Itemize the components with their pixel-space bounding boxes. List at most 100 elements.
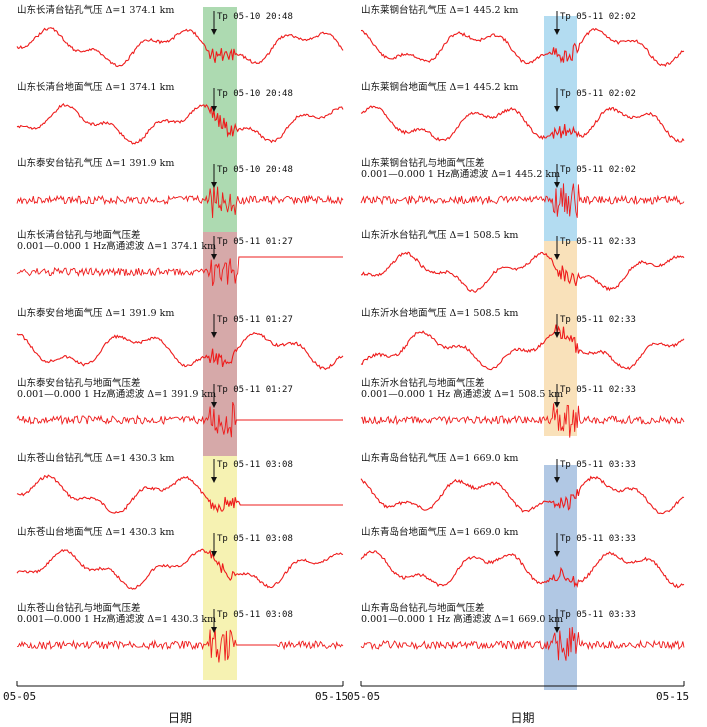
trace-filter-label: 0.001—0.000 1 Hz 高通滤波 Δ=1 508.5 km	[361, 388, 563, 400]
trace-label: 山东泰安台钻孔气压 Δ=1 391.9 km	[17, 157, 174, 169]
arrow-head	[211, 332, 217, 338]
arrival-time-label: Tp 05-11 03:33	[560, 534, 636, 544]
arrival-time-label: Tp 05-11 03:08	[217, 534, 293, 544]
trace-label: 山东沂水台地面气压 Δ=1 508.5 km	[361, 307, 518, 319]
trace-line	[16, 256, 343, 287]
x-tick-label: 05-05	[3, 690, 36, 703]
trace-line	[16, 184, 344, 219]
arrow-head	[554, 254, 560, 260]
arrival-time-label: Tp 05-11 02:33	[560, 237, 636, 247]
trace-filter-label: 0.001—0.000 1 Hz高通滤波 Δ=1 445.2 km	[361, 168, 560, 180]
trace-label: 山东苍山台地面气压 Δ=1 430.3 km	[17, 526, 174, 538]
trace-label: 山东青岛台钻孔与地面气压差	[361, 602, 485, 614]
trace-panel: 山东莱钢台地面气压 Δ=1 445.2 km Tp 05-11 02:02	[360, 81, 685, 143]
trace-label: 山东长清台钻孔气压 Δ=1 374.1 km	[17, 4, 174, 16]
trace-filter-label: 0.001—0.000 1 Hz高通滤波 Δ=1 374.1 km	[17, 240, 216, 252]
arrow-head	[554, 551, 560, 557]
arrival-time-label: Tp 05-10 20:48	[217, 165, 293, 175]
x-tick-label: 05-15	[656, 690, 689, 703]
arrow-head	[554, 402, 560, 408]
arrow-head	[554, 29, 560, 35]
trace-panel: 山东长清台地面气压 Δ=1 374.1 km Tp 05-10 20:48	[16, 81, 344, 145]
trace-label: 山东苍山台钻孔与地面气压差	[17, 602, 141, 614]
trace-line	[360, 324, 685, 371]
arrival-time-label: Tp 05-11 02:02	[560, 12, 636, 22]
trace-line	[16, 474, 343, 514]
trace-panel: 山东沂水台钻孔气压 Δ=1 508.5 km Tp 05-11 02:33	[360, 229, 685, 293]
trace-label: 山东沂水台钻孔与地面气压差	[361, 377, 485, 389]
trace-label: 山东长清台钻孔与地面气压差	[17, 229, 141, 241]
arrow-head	[211, 477, 217, 483]
trace-filter-label: 0.001—0.000 1 Hz高通滤波 Δ=1 430.3 km	[17, 613, 216, 625]
x-axis-label: 日期	[511, 711, 535, 725]
arrival-time-label: Tp 05-11 03:08	[217, 610, 293, 620]
trace-panel: 山东青岛台地面气压 Δ=1 669.0 km Tp 05-11 03:33	[360, 526, 685, 589]
trace-label: 山东青岛台地面气压 Δ=1 669.0 km	[361, 526, 518, 538]
arrival-time-label: Tp 05-10 20:48	[217, 89, 293, 99]
arrow-head	[554, 477, 560, 483]
trace-label: 山东长清台地面气压 Δ=1 374.1 km	[17, 81, 174, 93]
trace-line	[16, 548, 344, 590]
arrow-head	[554, 627, 560, 633]
trace-line	[16, 627, 344, 663]
trace-line	[360, 475, 685, 515]
arrow-head	[211, 254, 217, 260]
arrow-head	[554, 332, 560, 338]
arrow-head	[211, 182, 217, 188]
arrival-time-label: Tp 05-11 03:08	[217, 460, 293, 470]
arrow-head	[211, 551, 217, 557]
arrival-time-label: Tp 05-11 02:02	[560, 165, 636, 175]
arrival-time-label: Tp 05-11 01:27	[217, 385, 293, 395]
trace-panel: 山东莱钢台钻孔气压 Δ=1 445.2 km Tp 05-11 02:02	[360, 4, 685, 68]
arrival-time-label: Tp 05-11 03:33	[560, 460, 636, 470]
arrival-time-label: Tp 05-10 20:48	[217, 12, 293, 22]
trace-line	[360, 183, 685, 218]
trace-label: 山东泰安台地面气压 Δ=1 391.9 km	[17, 307, 174, 319]
x-tick-label: 05-05	[347, 690, 380, 703]
trace-line	[16, 103, 344, 145]
arrow-head	[211, 29, 217, 35]
arrow-head	[211, 627, 217, 633]
trace-label: 山东青岛台钻孔气压 Δ=1 669.0 km	[361, 452, 518, 464]
trace-line	[16, 27, 344, 68]
arrow-head	[211, 402, 217, 408]
trace-label: 山东沂水台钻孔气压 Δ=1 508.5 km	[361, 229, 518, 241]
trace-line	[360, 27, 685, 68]
arrow-head	[554, 182, 560, 188]
arrival-time-label: Tp 05-11 02:33	[560, 385, 636, 395]
trace-filter-label: 0.001—0.000 1 Hz 高通滤波 Δ=1 669.0 km	[361, 613, 563, 625]
trace-label: 山东泰安台钻孔与地面气压差	[17, 377, 141, 389]
arrival-time-label: Tp 05-11 02:02	[560, 89, 636, 99]
trace-panel: 山东苍山台地面气压 Δ=1 430.3 km Tp 05-11 03:08	[16, 526, 344, 590]
trace-panel: 山东长清台钻孔气压 Δ=1 374.1 km Tp 05-10 20:48	[16, 4, 344, 68]
trace-line	[16, 402, 343, 438]
trace-line	[360, 550, 685, 589]
trace-label: 山东莱钢台钻孔气压 Δ=1 445.2 km	[361, 4, 518, 16]
arrow-head	[211, 106, 217, 112]
arrival-time-label: Tp 05-11 01:27	[217, 315, 293, 325]
trace-line	[16, 331, 344, 371]
trace-filter-label: 0.001—0.000 1 Hz高通滤波 Δ=1 391.9 km	[17, 388, 216, 400]
trace-panel: 山东泰安台地面气压 Δ=1 391.9 km Tp 05-11 01:27	[16, 307, 344, 371]
arrival-time-label: Tp 05-11 02:33	[560, 315, 636, 325]
x-tick-label: 05-15	[315, 690, 348, 703]
trace-panel: 山东沂水台地面气压 Δ=1 508.5 km Tp 05-11 02:33	[360, 307, 685, 371]
trace-line	[360, 403, 685, 438]
x-axis-label: 日期	[168, 711, 192, 725]
arrival-time-label: Tp 05-11 01:27	[217, 237, 293, 247]
trace-line	[360, 105, 685, 143]
trace-panel: 山东苍山台钻孔气压 Δ=1 430.3 km Tp 05-11 03:08	[16, 452, 343, 514]
trace-label: 山东苍山台钻孔气压 Δ=1 430.3 km	[17, 452, 174, 464]
trace-panel: 山东泰安台钻孔气压 Δ=1 391.9 km Tp 05-10 20:48	[16, 157, 344, 219]
arrow-head	[554, 106, 560, 112]
trace-line	[360, 626, 685, 661]
trace-line	[360, 251, 685, 293]
